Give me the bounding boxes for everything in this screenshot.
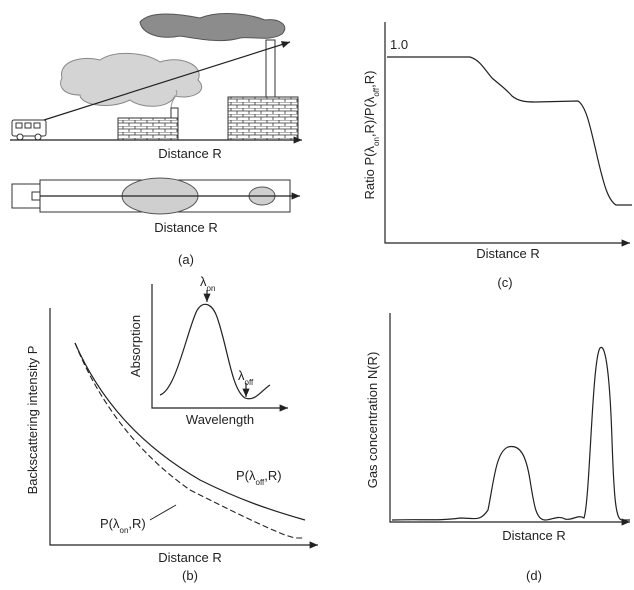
lambda-off: λoff — [238, 368, 254, 387]
ratio-curve — [387, 56, 632, 206]
building — [227, 96, 299, 141]
caption: (d) — [526, 568, 542, 583]
x-label: Distance R — [158, 550, 222, 565]
inset-x-label: Wavelength — [186, 412, 254, 427]
concentration-curve — [391, 346, 630, 521]
chimney-small — [170, 107, 179, 119]
axes — [49, 308, 318, 549]
caption: (c) — [497, 275, 512, 290]
panel-a: Distance R Distance R (a) — [10, 13, 302, 267]
lidar-van — [11, 119, 47, 141]
level-label: 1.0 — [390, 37, 408, 52]
axes — [389, 313, 630, 526]
inset-y-label: Absorption — [128, 315, 143, 377]
x-label: Distance R — [158, 146, 222, 161]
x-label: Distance R — [502, 528, 566, 543]
panel-c: 1.0 Ratio P(λon,R)/P(λoff,R) Distance R … — [362, 22, 632, 290]
curve-on-label: P(λon,R) — [100, 516, 146, 535]
telescope — [31, 191, 41, 201]
curve-off — [74, 342, 306, 521]
smoke — [139, 13, 286, 42]
caption: (b) — [182, 568, 198, 583]
x-label: Distance R — [154, 220, 218, 235]
panel-d: Gas concentration N(R) Distance R (d) — [365, 313, 630, 583]
lambda-on: λon — [200, 274, 215, 293]
cloud — [60, 52, 203, 107]
y-label: Backscattering intensity P — [25, 346, 40, 495]
curve-off-label: P(λoff,R) — [236, 468, 282, 487]
y-label: Ratio P(λon,R)/P(λoff,R) — [362, 71, 381, 200]
inset-axes — [151, 284, 288, 412]
leader — [149, 504, 177, 521]
building — [117, 117, 179, 141]
y-label: Gas concentration N(R) — [365, 352, 380, 489]
x-label: Distance R — [476, 246, 540, 261]
axes — [384, 22, 630, 247]
beam — [43, 41, 291, 121]
absorption-curve — [159, 303, 271, 400]
caption: (a) — [178, 252, 194, 267]
panel-b: λon λoff Absorption Wavelength P(λoff,R)… — [25, 274, 318, 583]
curve-on — [74, 342, 305, 539]
